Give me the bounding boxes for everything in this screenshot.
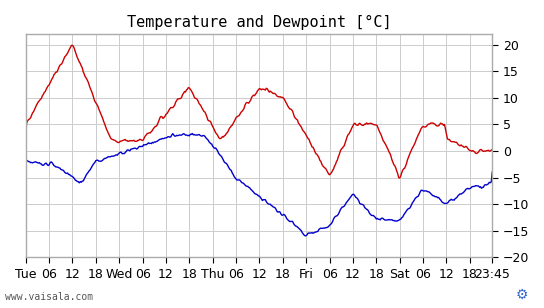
Title: Temperature and Dewpoint [°C]: Temperature and Dewpoint [°C] (127, 15, 391, 30)
Text: ⚙: ⚙ (515, 288, 528, 302)
Text: www.vaisala.com: www.vaisala.com (5, 292, 94, 302)
